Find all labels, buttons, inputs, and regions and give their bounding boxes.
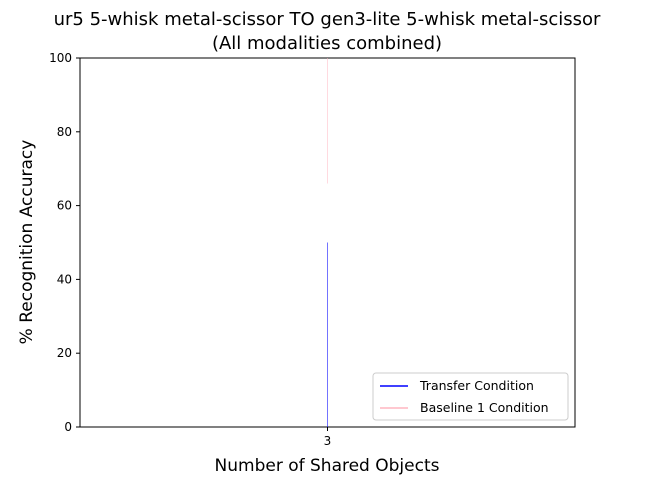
y-axis: 0 20 40 60 80 100 (49, 51, 80, 434)
legend-label-transfer: Transfer Condition (419, 378, 534, 393)
y-axis-label: % Recognition Accuracy (17, 140, 37, 345)
chart-title: ur5 5-whisk metal-scissor TO gen3-lite 5… (54, 9, 601, 30)
y-tick-label: 20 (57, 346, 72, 360)
y-tick-label: 80 (57, 125, 72, 139)
y-tick-label: 100 (49, 51, 72, 65)
legend: Transfer Condition Baseline 1 Condition (372, 372, 569, 421)
legend-label-baseline: Baseline 1 Condition (420, 400, 549, 415)
x-axis: 3 (324, 427, 332, 448)
legend-box (372, 372, 569, 421)
x-axis-label: Number of Shared Objects (215, 456, 440, 476)
x-tick-label: 3 (324, 434, 332, 448)
y-tick-label: 40 (57, 272, 72, 286)
y-tick-label: 60 (57, 199, 72, 213)
chart-subtitle: (All modalities combined) (212, 33, 442, 54)
y-tick-label: 0 (64, 420, 72, 434)
